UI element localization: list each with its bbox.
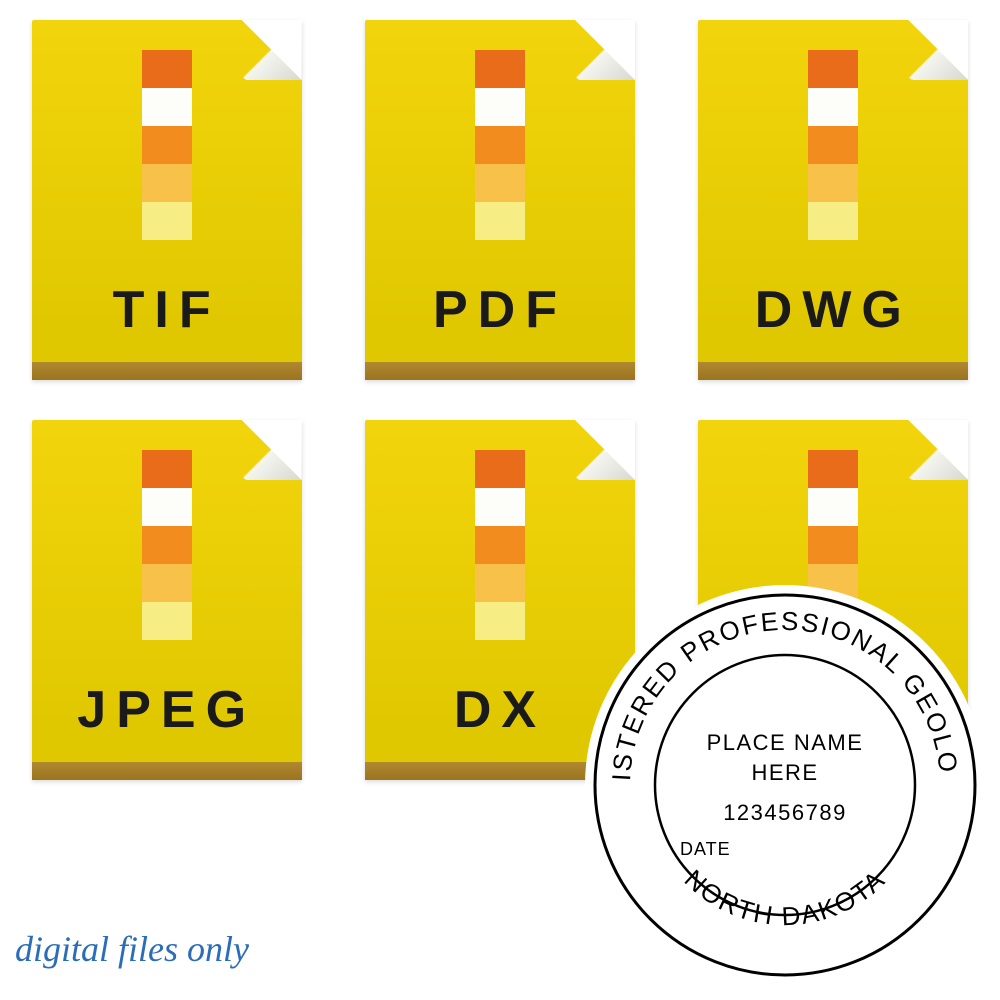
file-type-label: JPEG <box>32 680 302 740</box>
color-strip <box>808 50 858 240</box>
color-block <box>142 526 192 564</box>
color-block <box>142 50 192 88</box>
color-block <box>808 88 858 126</box>
page-curl-icon <box>575 420 635 480</box>
seal-number: 123456789 <box>723 800 847 825</box>
file-bottom-bar <box>698 362 968 380</box>
page-curl-icon <box>242 420 302 480</box>
color-block <box>142 88 192 126</box>
color-block <box>475 88 525 126</box>
color-strip <box>475 450 525 640</box>
color-block <box>475 564 525 602</box>
file-type-label: PDF <box>365 280 635 340</box>
file-icon-jpeg: JPEG <box>32 420 302 780</box>
color-strip <box>142 450 192 640</box>
file-icon-pdf: PDF <box>365 20 635 380</box>
color-block <box>808 202 858 240</box>
seal-name-line1: PLACE NAME <box>707 730 864 755</box>
color-block <box>808 126 858 164</box>
color-strip <box>142 50 192 240</box>
color-block <box>142 164 192 202</box>
color-block <box>142 564 192 602</box>
color-block <box>475 126 525 164</box>
color-block <box>808 526 858 564</box>
file-icon-tif: TIF <box>32 20 302 380</box>
color-strip <box>475 50 525 240</box>
caption-text: digital files only <box>15 928 249 970</box>
file-type-label: TIF <box>32 280 302 340</box>
page-curl-icon <box>908 420 968 480</box>
color-block <box>475 488 525 526</box>
page-curl-icon <box>908 20 968 80</box>
file-bottom-bar <box>365 362 635 380</box>
page-curl-icon <box>575 20 635 80</box>
color-block <box>142 488 192 526</box>
page-curl-icon <box>242 20 302 80</box>
file-icon-dwg: DWG <box>698 20 968 380</box>
color-block <box>808 50 858 88</box>
color-block <box>142 202 192 240</box>
seal-bottom-arc-text: NORTH DAKOTA <box>679 864 891 932</box>
color-block <box>142 602 192 640</box>
geologist-seal: REGISTERED PROFESSIONAL GEOLOGIST NORTH … <box>585 585 985 985</box>
color-block <box>475 164 525 202</box>
file-type-label: DWG <box>698 280 968 340</box>
color-block <box>142 450 192 488</box>
color-block <box>142 126 192 164</box>
seal-date-label: DATE <box>680 839 731 859</box>
seal-name-line2: HERE <box>751 760 818 785</box>
color-block <box>475 602 525 640</box>
color-block <box>808 488 858 526</box>
color-block <box>475 202 525 240</box>
color-block <box>808 450 858 488</box>
file-bottom-bar <box>32 362 302 380</box>
file-bottom-bar <box>32 762 302 780</box>
color-block <box>475 450 525 488</box>
color-block <box>475 526 525 564</box>
color-block <box>475 50 525 88</box>
color-block <box>808 164 858 202</box>
